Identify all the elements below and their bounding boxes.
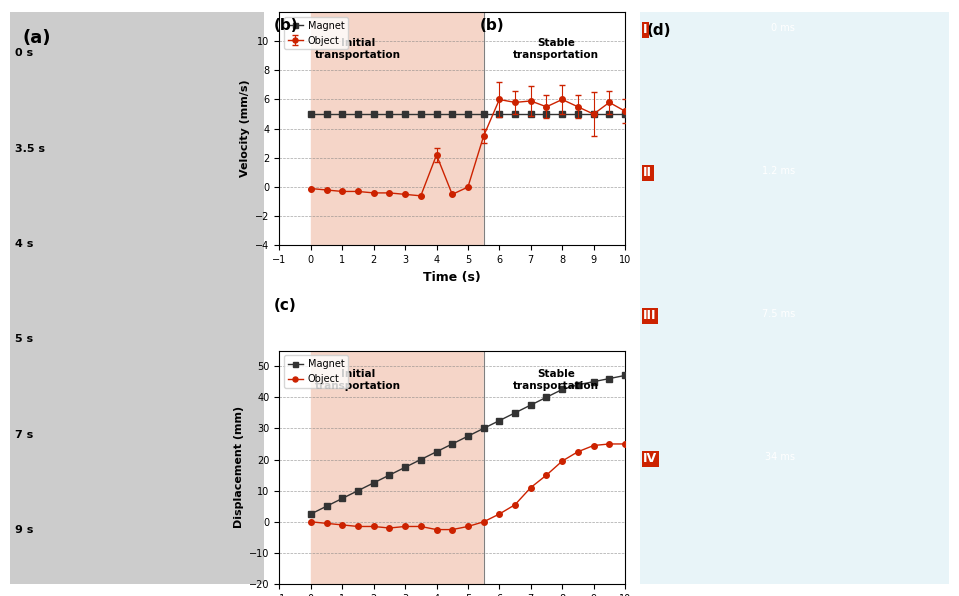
Magnet xyxy=(603,375,615,382)
Object xyxy=(368,523,380,530)
Bar xyxy=(311,12,483,246)
Magnet xyxy=(399,464,410,471)
Text: IV: IV xyxy=(643,452,658,465)
Object xyxy=(541,471,552,479)
Magnet xyxy=(415,456,427,463)
Magnet xyxy=(494,110,505,117)
Text: Initial
transportation: Initial transportation xyxy=(315,370,401,391)
Y-axis label: Velocity (mm/s): Velocity (mm/s) xyxy=(240,80,249,178)
Legend: Magnet, Object: Magnet, Object xyxy=(284,17,348,49)
Text: (a): (a) xyxy=(22,29,51,47)
Object xyxy=(415,523,427,530)
Text: 7.5 ms: 7.5 ms xyxy=(761,309,795,319)
Text: (d): (d) xyxy=(646,23,671,38)
Bar xyxy=(311,350,483,584)
Text: 5 s: 5 s xyxy=(14,334,33,344)
Magnet xyxy=(620,110,631,117)
Magnet xyxy=(305,510,316,517)
Text: 0 ms: 0 ms xyxy=(771,23,795,33)
Object xyxy=(509,501,521,508)
Bar xyxy=(483,350,625,584)
Object xyxy=(337,522,348,529)
Object xyxy=(462,523,474,530)
Object xyxy=(588,442,599,449)
Magnet xyxy=(556,386,568,393)
Y-axis label: Displacement (mm): Displacement (mm) xyxy=(234,406,244,529)
Text: Initial
transportation: Initial transportation xyxy=(315,38,401,60)
Magnet xyxy=(573,381,584,389)
Magnet xyxy=(556,110,568,117)
Bar xyxy=(483,12,625,246)
Magnet xyxy=(573,110,584,117)
Text: Stable
transportation: Stable transportation xyxy=(513,38,599,60)
Magnet xyxy=(384,471,395,479)
Magnet xyxy=(415,110,427,117)
Line: Object: Object xyxy=(308,441,628,532)
Magnet xyxy=(399,110,410,117)
Object xyxy=(620,440,631,448)
Magnet xyxy=(478,425,489,432)
Legend: Magnet, Object: Magnet, Object xyxy=(284,355,348,388)
Magnet xyxy=(541,394,552,401)
Magnet xyxy=(384,110,395,117)
Magnet xyxy=(525,110,536,117)
Object xyxy=(352,523,363,530)
Magnet xyxy=(320,110,332,117)
Magnet xyxy=(462,433,474,440)
Magnet xyxy=(431,448,442,455)
Magnet xyxy=(478,110,489,117)
Text: (c): (c) xyxy=(273,298,296,313)
Object xyxy=(573,448,584,455)
Object xyxy=(305,519,316,526)
Magnet xyxy=(337,110,348,117)
Object xyxy=(384,524,395,532)
Object xyxy=(478,519,489,526)
Line: Magnet: Magnet xyxy=(308,372,628,517)
Text: 7 s: 7 s xyxy=(14,430,33,440)
Magnet xyxy=(588,378,599,385)
Object xyxy=(399,523,410,530)
Magnet xyxy=(320,502,332,510)
Magnet xyxy=(447,110,458,117)
Magnet xyxy=(431,110,442,117)
Object xyxy=(525,484,536,491)
Magnet xyxy=(462,110,474,117)
Text: I: I xyxy=(643,23,647,36)
Magnet xyxy=(541,110,552,117)
Object xyxy=(447,526,458,533)
Line: Magnet: Magnet xyxy=(308,111,628,117)
Magnet xyxy=(352,110,363,117)
Text: (b): (b) xyxy=(480,18,504,33)
Object xyxy=(431,526,442,533)
Text: (b): (b) xyxy=(273,18,298,33)
Magnet xyxy=(603,110,615,117)
Text: 1.2 ms: 1.2 ms xyxy=(761,166,795,176)
Magnet xyxy=(337,495,348,502)
Magnet xyxy=(494,417,505,424)
Text: II: II xyxy=(643,166,652,179)
Object xyxy=(603,440,615,448)
Text: 9 s: 9 s xyxy=(14,525,33,535)
Magnet xyxy=(509,110,521,117)
Magnet xyxy=(509,409,521,417)
Magnet xyxy=(368,110,380,117)
Text: 34 ms: 34 ms xyxy=(764,452,795,462)
Text: 0 s: 0 s xyxy=(14,48,33,58)
Text: 3.5 s: 3.5 s xyxy=(14,144,45,154)
Text: III: III xyxy=(643,309,657,322)
Text: 4 s: 4 s xyxy=(14,239,33,249)
Magnet xyxy=(525,402,536,409)
Magnet xyxy=(588,110,599,117)
Magnet xyxy=(352,487,363,494)
Text: Stable
transportation: Stable transportation xyxy=(513,370,599,391)
Object xyxy=(494,510,505,517)
Magnet xyxy=(620,372,631,379)
Magnet xyxy=(447,440,458,448)
Magnet xyxy=(368,479,380,486)
Object xyxy=(320,520,332,527)
Magnet xyxy=(305,110,316,117)
Object xyxy=(556,458,568,465)
X-axis label: Time (s): Time (s) xyxy=(423,271,481,284)
